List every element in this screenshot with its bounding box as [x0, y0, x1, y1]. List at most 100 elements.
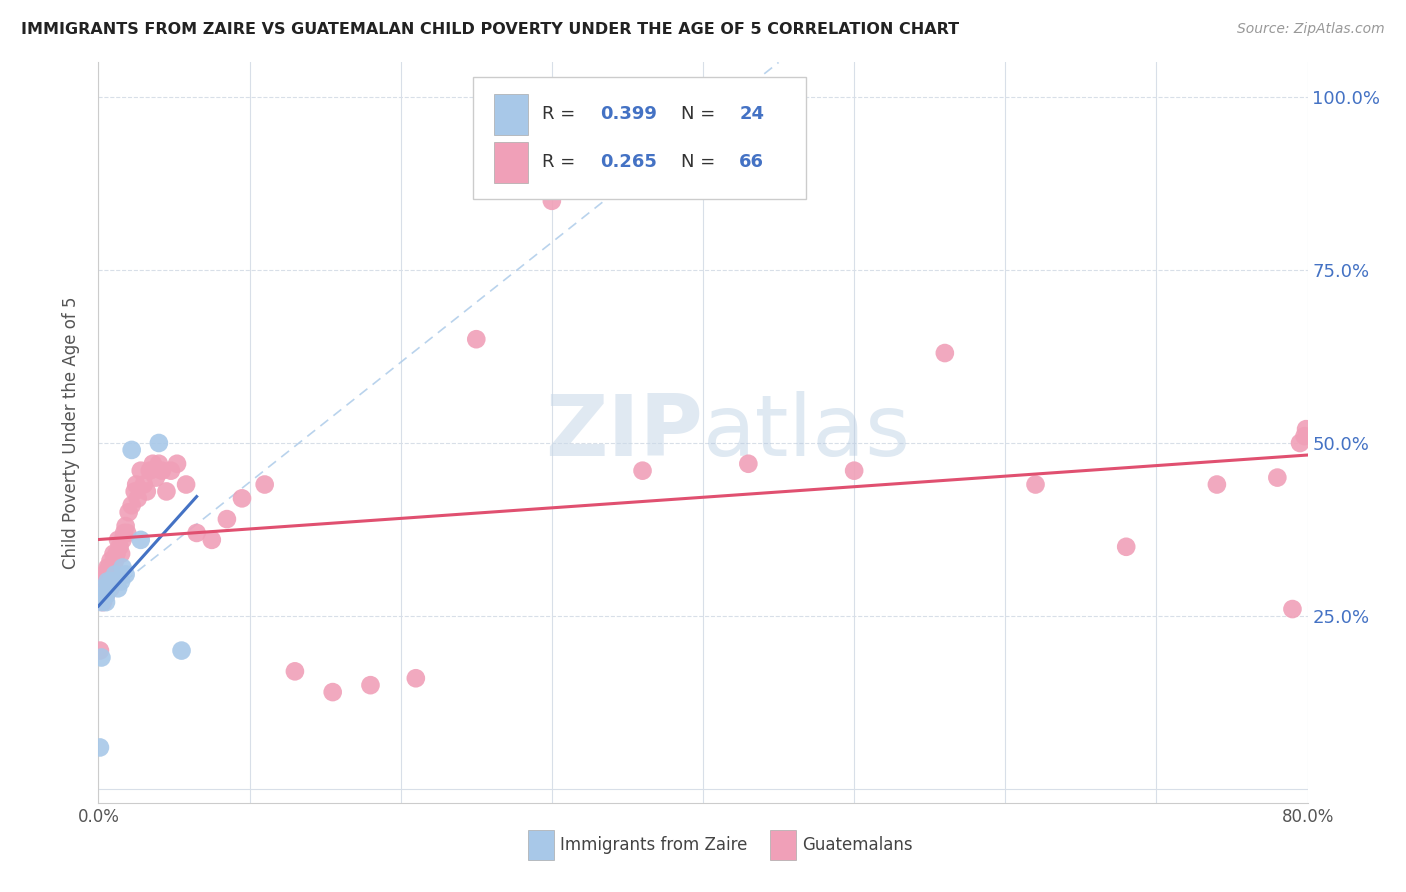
Point [96, 560, 118, 574]
Point [93, 567, 115, 582]
Text: 24: 24 [740, 105, 765, 123]
Point [631, 464, 654, 478]
Point [94, 574, 117, 589]
Point [139, 464, 162, 478]
Point [124, 484, 146, 499]
Point [93, 588, 115, 602]
Text: ZIP: ZIP [546, 391, 703, 475]
Text: 66: 66 [740, 153, 765, 171]
Point [844, 464, 866, 478]
Point [186, 525, 208, 540]
FancyBboxPatch shape [527, 830, 554, 860]
Point [107, 582, 129, 596]
Y-axis label: Child Poverty Under the Age of 5: Child Poverty Under the Age of 5 [62, 296, 80, 569]
Point [110, 547, 132, 561]
Point [94, 588, 117, 602]
Point [129, 464, 152, 478]
Point [103, 574, 125, 589]
Point [91, 595, 114, 609]
Point [540, 194, 562, 208]
Point [100, 574, 122, 589]
Point [90, 650, 112, 665]
Text: IMMIGRANTS FROM ZAIRE VS GUATEMALAN CHILD POVERTY UNDER THE AGE OF 5 CORRELATION: IMMIGRANTS FROM ZAIRE VS GUATEMALAN CHIL… [21, 22, 959, 37]
Point [91, 582, 114, 596]
Point [170, 643, 193, 657]
Point [135, 484, 157, 499]
Point [108, 540, 131, 554]
Point [112, 525, 135, 540]
Point [360, 678, 382, 692]
FancyBboxPatch shape [494, 94, 527, 135]
Point [174, 477, 197, 491]
Point [121, 498, 143, 512]
Point [201, 533, 224, 547]
Point [111, 560, 134, 574]
Point [160, 464, 183, 478]
Point [89, 740, 111, 755]
Text: Source: ZipAtlas.com: Source: ZipAtlas.com [1237, 22, 1385, 37]
Point [104, 554, 127, 568]
Point [114, 519, 136, 533]
Point [284, 665, 307, 679]
Text: 0.265: 0.265 [600, 153, 657, 171]
Point [110, 574, 132, 589]
Text: N =: N = [682, 105, 721, 123]
Point [1024, 477, 1046, 491]
Text: atlas: atlas [703, 391, 911, 475]
Point [93, 588, 115, 602]
Point [215, 512, 238, 526]
Point [934, 346, 956, 360]
Point [405, 671, 427, 685]
Point [98, 582, 121, 596]
Point [1267, 470, 1289, 484]
Point [127, 491, 149, 506]
Point [90, 588, 112, 602]
Point [101, 574, 124, 589]
Point [103, 547, 125, 561]
Point [1295, 422, 1317, 436]
Point [118, 505, 141, 519]
Text: 0.399: 0.399 [600, 105, 657, 123]
Point [104, 567, 127, 582]
Point [107, 533, 129, 547]
Point [121, 442, 143, 457]
Point [1294, 429, 1316, 443]
Point [1289, 436, 1312, 450]
Point [1115, 540, 1137, 554]
FancyBboxPatch shape [474, 78, 806, 200]
Text: R =: R = [543, 153, 581, 171]
Point [231, 491, 253, 506]
Point [322, 685, 344, 699]
Point [132, 477, 155, 491]
FancyBboxPatch shape [769, 830, 796, 860]
Point [155, 484, 177, 499]
Point [89, 643, 111, 657]
Point [142, 457, 165, 471]
Point [114, 567, 136, 582]
Point [93, 582, 115, 596]
Point [253, 477, 276, 491]
Point [148, 436, 170, 450]
Point [115, 525, 138, 540]
Point [96, 574, 118, 589]
Point [129, 533, 152, 547]
Point [125, 477, 148, 491]
Point [98, 574, 121, 589]
Point [101, 567, 124, 582]
Point [465, 332, 488, 346]
Point [91, 588, 114, 602]
Point [100, 582, 122, 596]
Point [150, 464, 173, 478]
Point [1281, 602, 1303, 616]
Point [90, 582, 112, 596]
Point [94, 588, 117, 602]
Point [166, 457, 188, 471]
Point [94, 595, 117, 609]
Point [737, 457, 759, 471]
Text: Immigrants from Zaire: Immigrants from Zaire [561, 836, 748, 854]
Point [96, 567, 118, 582]
Point [145, 470, 167, 484]
Point [105, 574, 128, 589]
Text: Guatemalans: Guatemalans [803, 836, 912, 854]
Point [90, 595, 112, 609]
